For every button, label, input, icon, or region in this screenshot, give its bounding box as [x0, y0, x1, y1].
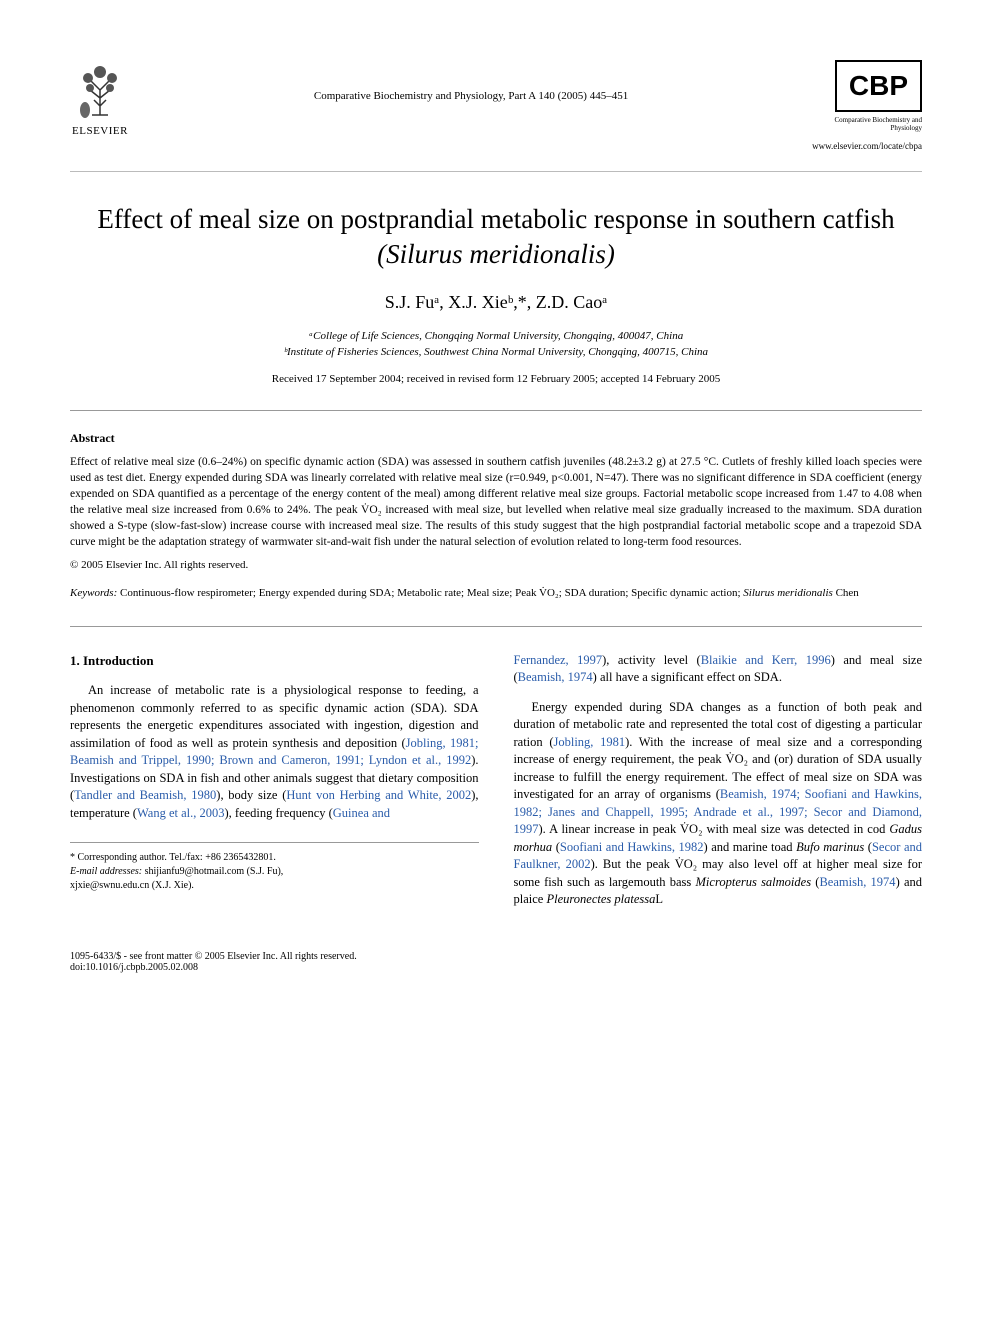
body-columns: 1. Introduction An increase of metabolic…: [70, 652, 922, 921]
front-matter: 1095-6433/$ - see front matter © 2005 El…: [70, 951, 357, 962]
citation: Tandler and Beamish, 1980: [74, 788, 216, 802]
abstract-copyright: © 2005 Elsevier Inc. All rights reserved…: [70, 559, 922, 571]
page-footer: 1095-6433/$ - see front matter © 2005 El…: [70, 951, 922, 973]
abstract-body: Effect of relative meal size (0.6–24%) o…: [70, 454, 922, 551]
elsevier-tree-icon: [70, 60, 130, 120]
authors: S.J. Fuᵃ, X.J. Xieᵇ,*, Z.D. Caoᵃ: [70, 292, 922, 313]
right-column: Fernandez, 1997), activity level (Blaiki…: [514, 652, 923, 921]
citation: Guinea and: [333, 806, 390, 820]
keywords-label: Keywords:: [70, 587, 117, 599]
title-line1: Effect of meal size on postprandial meta…: [97, 204, 894, 234]
species: Pleuronectes platessa: [546, 892, 655, 906]
intro-p1-right: Fernandez, 1997), activity level (Blaiki…: [514, 652, 923, 687]
doi: doi:10.1016/j.cbpb.2005.02.008: [70, 962, 357, 973]
citation: Blaikie and Kerr, 1996: [701, 653, 831, 667]
header-divider: [70, 171, 922, 172]
keywords-text: Continuous-flow respirometer; Energy exp…: [117, 587, 743, 599]
citation: Soofiani and Hawkins, 1982: [560, 840, 704, 854]
citation: Hunt von Herbing and White, 2002: [286, 788, 471, 802]
email-line: E-mail addresses: shijianfu9@hotmail.com…: [70, 865, 479, 879]
corresponding-author: * Corresponding author. Tel./fax: +86 23…: [70, 851, 479, 865]
species: Micropterus salmoides: [696, 875, 812, 889]
affiliation-b: ᵇInstitute of Fisheries Sciences, Southw…: [70, 344, 922, 361]
journal-reference: Comparative Biochemistry and Physiology,…: [130, 90, 812, 102]
citation: Beamish, 1974: [518, 670, 593, 684]
species: Bufo marinus: [796, 840, 864, 854]
pre-abstract-divider: [70, 410, 922, 411]
affiliation-a: ᵃCollege of Life Sciences, Chongqing Nor…: [70, 328, 922, 345]
footer-left: 1095-6433/$ - see front matter © 2005 El…: [70, 951, 357, 973]
abstract-heading: Abstract: [70, 431, 922, 446]
article-dates: Received 17 September 2004; received in …: [70, 373, 922, 385]
publisher-name: ELSEVIER: [72, 125, 128, 137]
intro-heading: 1. Introduction: [70, 652, 479, 670]
left-column: 1. Introduction An increase of metabolic…: [70, 652, 479, 921]
keywords: Keywords: Continuous-flow respirometer; …: [70, 586, 922, 601]
keywords-tail: Chen: [833, 587, 859, 599]
citation: Beamish, 1974: [819, 875, 895, 889]
publisher-block: ELSEVIER: [70, 60, 130, 137]
keywords-species: Silurus meridionalis: [743, 587, 833, 599]
citation: Wang et al., 2003: [137, 806, 225, 820]
journal-logo: CBP: [835, 60, 922, 112]
journal-fullname: Comparative Biochemistry and Physiology: [822, 116, 922, 133]
affiliations: ᵃCollege of Life Sciences, Chongqing Nor…: [70, 328, 922, 361]
intro-p2: Energy expended during SDA changes as a …: [514, 699, 923, 909]
title-species: (Silurus meridionalis): [377, 239, 615, 269]
journal-logo-block: CBP Comparative Biochemistry and Physiol…: [812, 60, 922, 151]
abstract-section: Abstract Effect of relative meal size (0…: [70, 431, 922, 571]
footnote-block: * Corresponding author. Tel./fax: +86 23…: [70, 842, 479, 893]
citation: Fernandez, 1997: [514, 653, 603, 667]
citation: Jobling, 1981: [553, 735, 625, 749]
intro-p1-left: An increase of metabolic rate is a physi…: [70, 682, 479, 822]
journal-url: www.elsevier.com/locate/cbpa: [812, 141, 922, 151]
page-header: ELSEVIER Comparative Biochemistry and Ph…: [70, 60, 922, 151]
post-keywords-divider: [70, 626, 922, 627]
email-line2: xjxie@swnu.edu.cn (X.J. Xie).: [70, 879, 479, 893]
article-title: Effect of meal size on postprandial meta…: [70, 202, 922, 272]
